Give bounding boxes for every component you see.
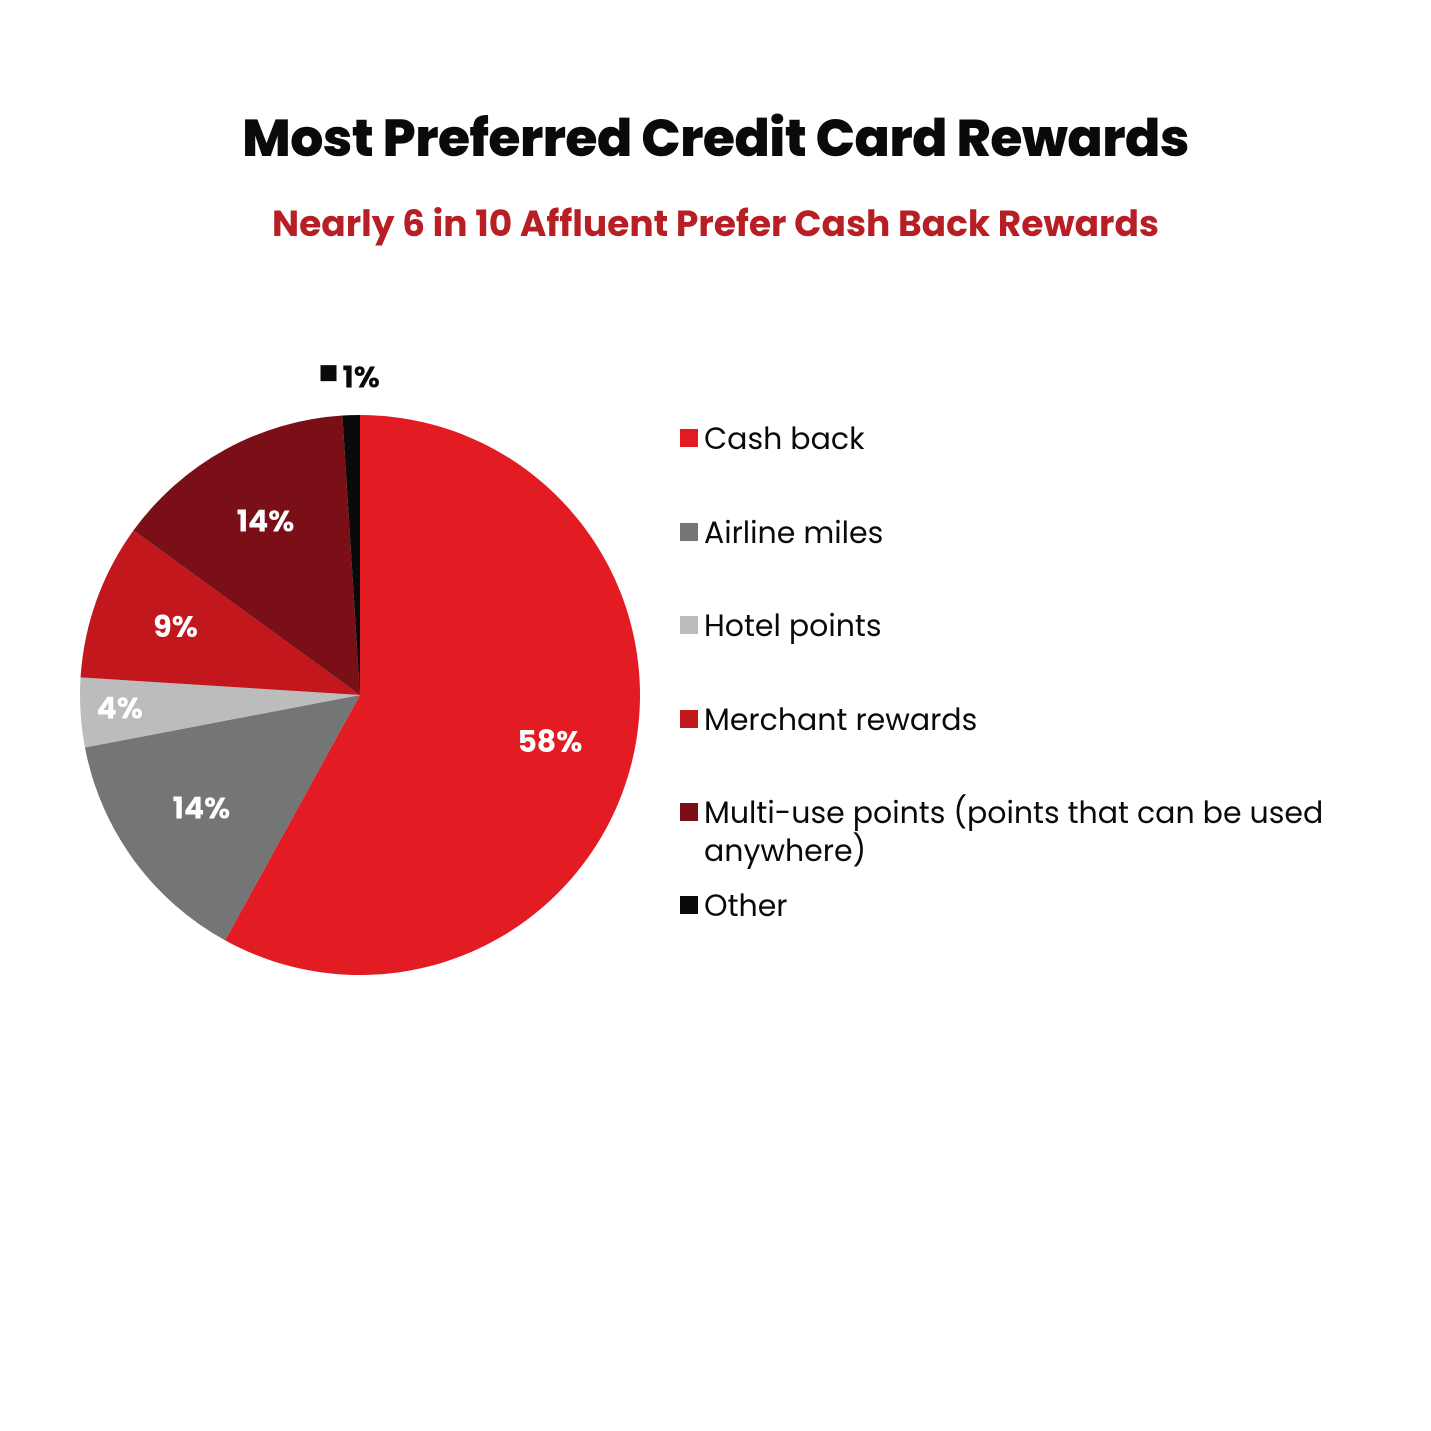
- legend: Cash back Airline miles Hotel points Mercha…: [680, 420, 1380, 981]
- slice-percent-label: 4%: [96, 686, 142, 729]
- legend-swatch: [680, 616, 698, 634]
- legend-item: Other: [680, 887, 1380, 925]
- legend-label: Hotel points: [704, 607, 882, 645]
- chart-title: Most Preferred Credit Card Rewards: [0, 100, 1431, 178]
- slice-percent-label: 9%: [153, 605, 198, 648]
- pie-svg: 58% 14% 4% 9% 14% 1%: [80, 360, 700, 1040]
- slice-percent-label: 58%: [517, 720, 582, 763]
- legend-label: Cash back: [704, 420, 865, 458]
- outside-label-swatch: [321, 365, 337, 381]
- slice-percent-label: 1%: [343, 360, 380, 399]
- legend-swatch: [680, 429, 698, 447]
- legend-label: Other: [704, 887, 788, 925]
- chart-subtitle: Nearly 6 in 10 Affluent Prefer Cash Back…: [0, 196, 1431, 251]
- pie-chart: 58% 14% 4% 9% 14% 1%: [80, 360, 640, 980]
- legend-item: Multi-use points (points that can be use…: [680, 794, 1380, 869]
- legend-item: Airline miles: [680, 514, 1380, 552]
- slice-percent-label: 14%: [173, 787, 231, 830]
- legend-item: Cash back: [680, 420, 1380, 458]
- legend-item: Hotel points: [680, 607, 1380, 645]
- title-block: Most Preferred Credit Card Rewards Nearl…: [0, 100, 1431, 251]
- slice-outside-label: 1%: [321, 360, 380, 399]
- legend-label: Merchant rewards: [704, 701, 977, 739]
- legend-item: Merchant rewards: [680, 701, 1380, 739]
- legend-label: Airline miles: [704, 514, 883, 552]
- legend-swatch: [680, 896, 698, 914]
- legend-swatch: [680, 710, 698, 728]
- legend-label: Multi-use points (points that can be use…: [704, 794, 1380, 869]
- legend-swatch: [680, 803, 698, 821]
- slice-percent-label: 14%: [237, 500, 295, 543]
- legend-swatch: [680, 523, 698, 541]
